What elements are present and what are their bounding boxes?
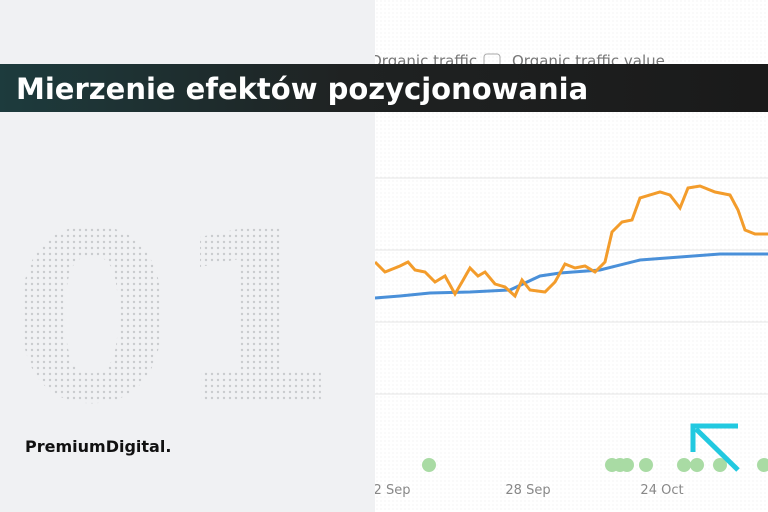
title: Mierzenie efektów pozycjonowania [16, 72, 588, 106]
events [422, 458, 768, 472]
big-number: 01 [10, 183, 337, 456]
x-label: 24 Oct [640, 483, 683, 498]
x-label: 28 Sep [505, 483, 550, 498]
arrow-icon [690, 423, 740, 472]
title-bar [0, 64, 768, 112]
line-orange [373, 184, 768, 299]
brand: PremiumDigital. [25, 437, 171, 456]
line-blue [374, 252, 768, 300]
grid [375, 177, 768, 395]
x-label: 2 Sep [374, 483, 411, 498]
